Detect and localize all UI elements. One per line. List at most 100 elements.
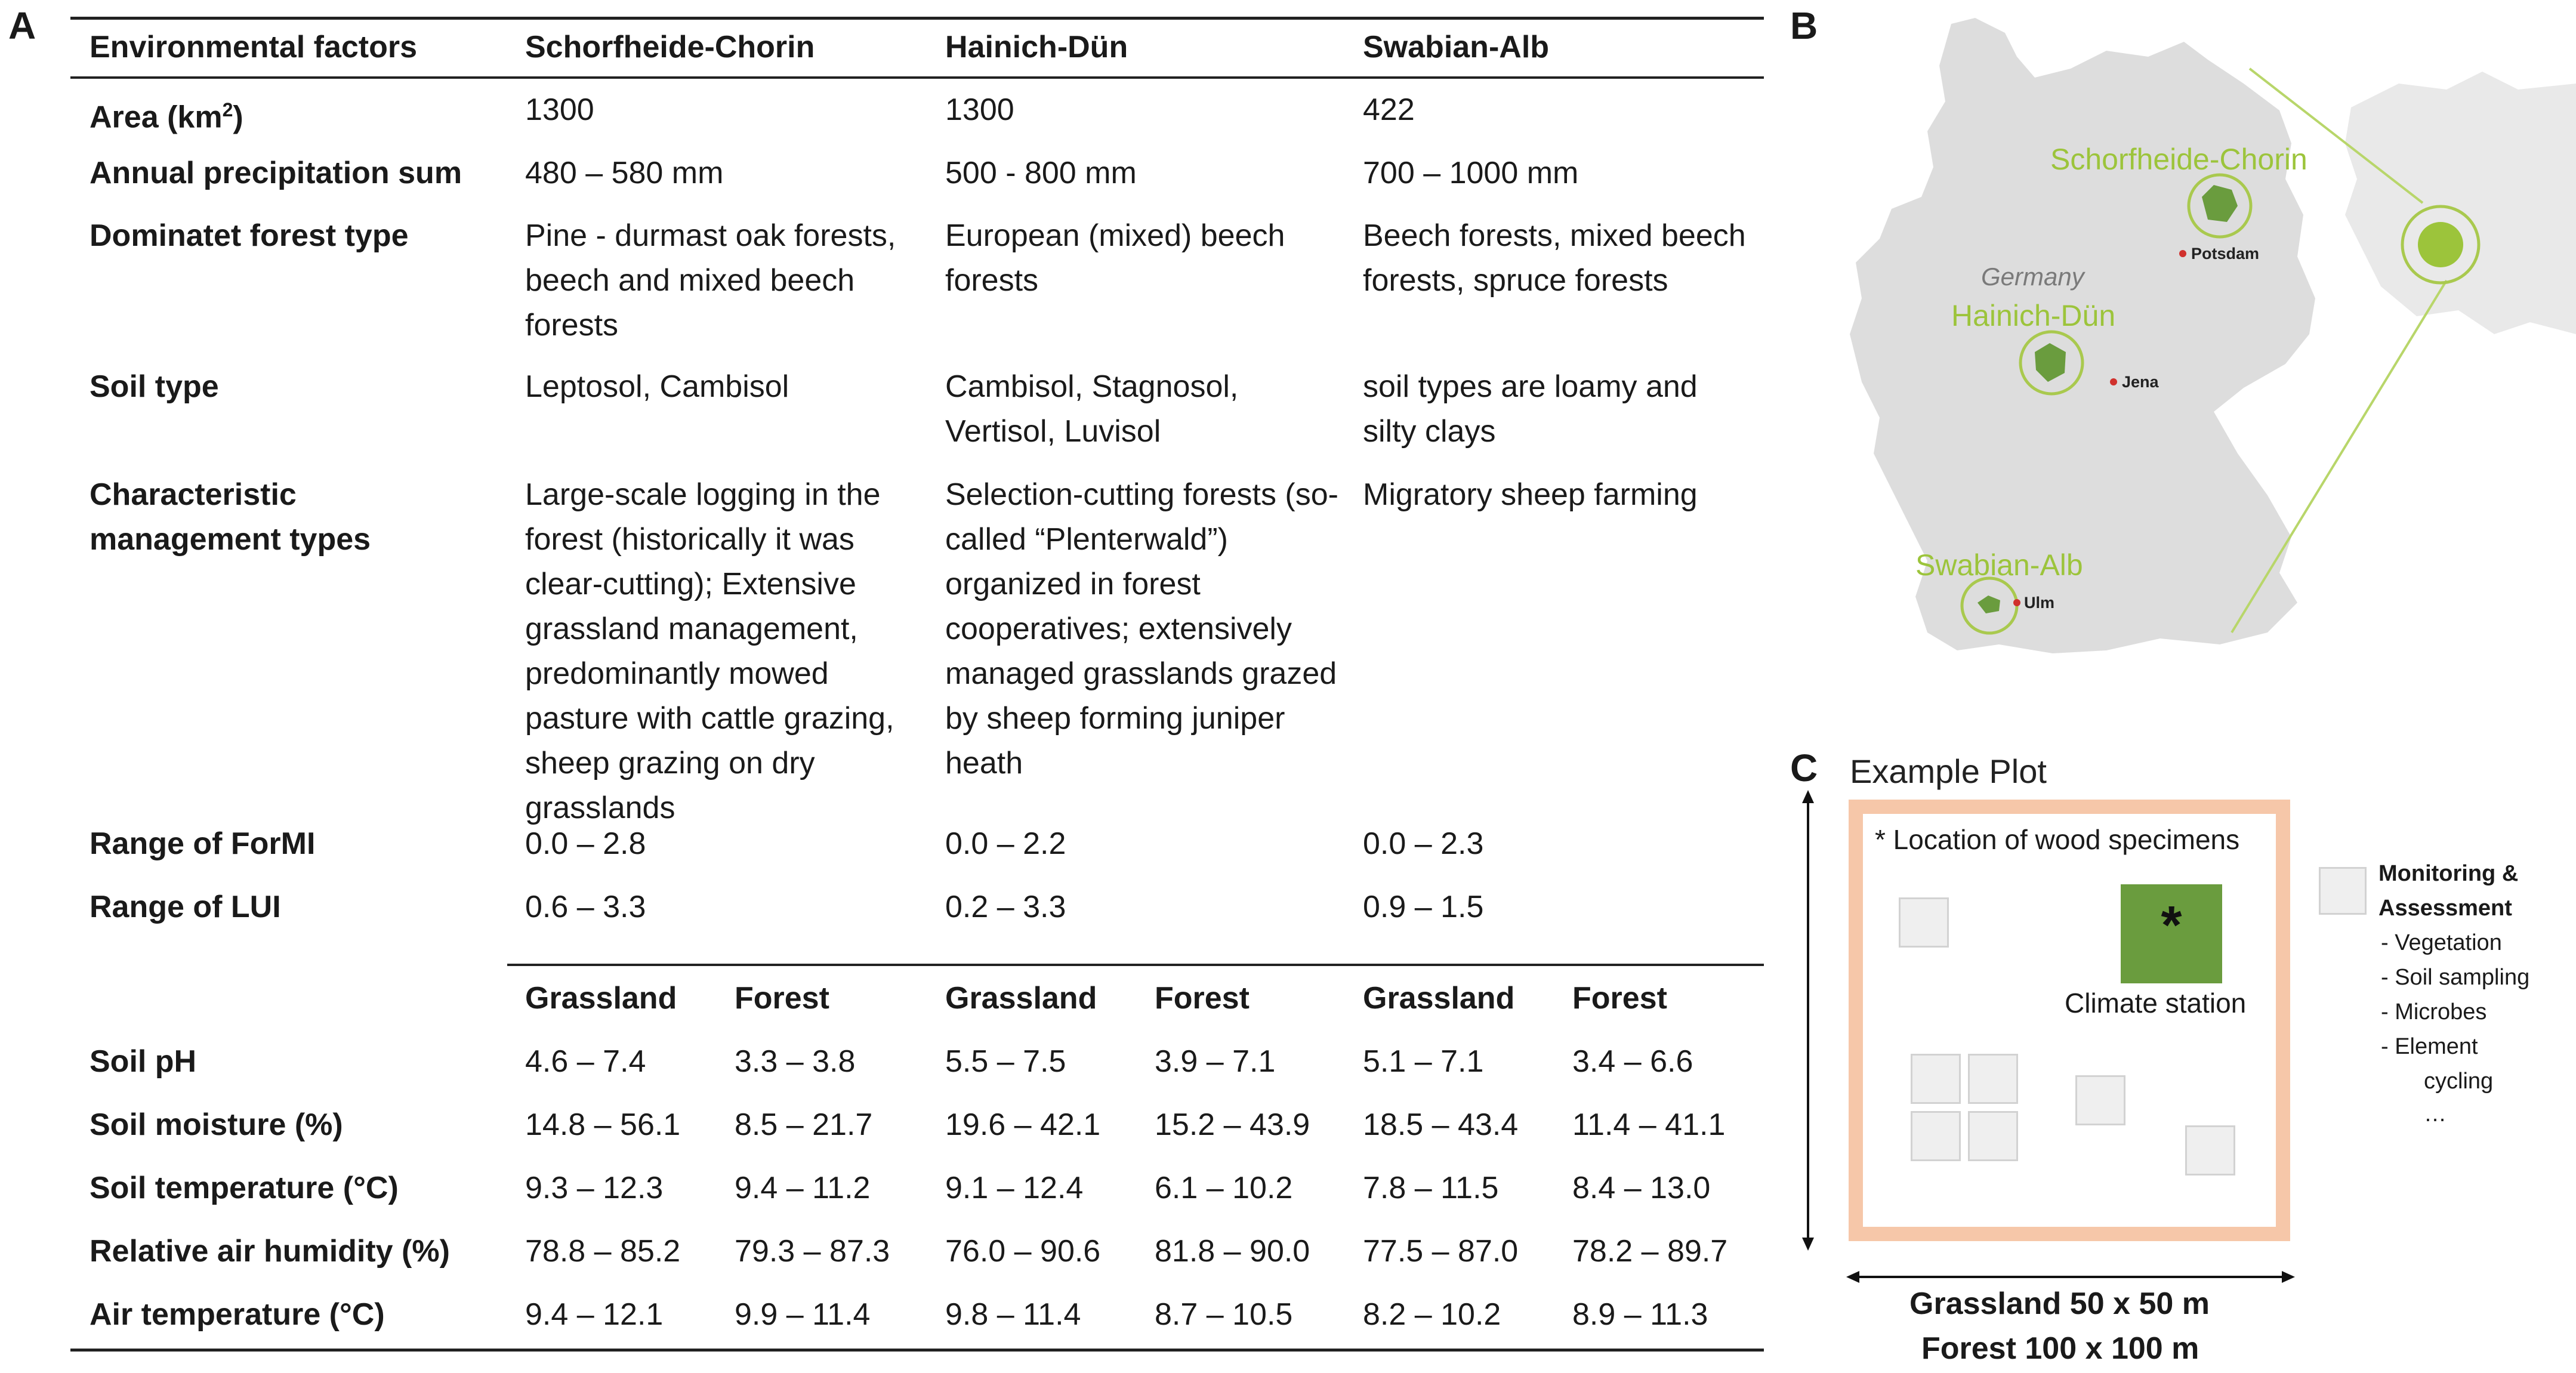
table-bottom-rule: [70, 1349, 1764, 1352]
table-cell: 9.1 – 12.4: [945, 1171, 1084, 1205]
row-label-air-humidity: Relative air humidity (%): [90, 1234, 450, 1269]
area-value: 1300: [945, 92, 1014, 127]
table-cell: 8.2 – 10.2: [1363, 1297, 1501, 1332]
row-label-soil-ph: Soil pH: [90, 1044, 197, 1079]
panel-b-label: B: [1790, 4, 1818, 47]
legend-item-cycling: cycling: [2424, 1069, 2494, 1094]
legend-item-soil-sampling: - Soil sampling: [2381, 965, 2530, 990]
forest-type-value: European (mixed) beech forests: [945, 218, 1285, 298]
table-cell: 77.5 – 87.0: [1363, 1234, 1519, 1269]
row-label-area: Area (km2): [90, 99, 243, 135]
subheader-rule: [507, 964, 1764, 966]
table-cell: 79.3 – 87.3: [735, 1234, 890, 1269]
example-plot-panel: Example Plot * Location of wood specimen…: [1784, 740, 2576, 1373]
germany-map: [1850, 18, 2576, 653]
legend-item-ellipsis: …: [2424, 1102, 2447, 1127]
table-top-rule: [70, 17, 1764, 20]
site-marker-hainich: [2035, 343, 2066, 382]
climate-station: *: [2121, 884, 2222, 983]
table-cell: 3.3 – 3.8: [735, 1044, 856, 1079]
row-label-lui: Range of LUI: [90, 890, 281, 924]
monitoring-subplot: [1968, 1054, 2018, 1104]
subheader-forest: Forest: [1155, 981, 1250, 1016]
inset-germany-icon: [2418, 222, 2463, 267]
subheader-grassland: Grassland: [525, 981, 677, 1016]
soil-type-value: soil types are loamy and silty clays: [1363, 369, 1698, 449]
row-label-air-temperature: Air temperature (°C): [90, 1297, 385, 1332]
header-hainich-dun: Hainich-Dün: [945, 30, 1128, 64]
table-cell: 78.8 – 85.2: [525, 1234, 681, 1269]
table-cell: 76.0 – 90.6: [945, 1234, 1101, 1269]
legend-item-microbes: - Microbes: [2381, 999, 2487, 1025]
plot-border: * Location of wood specimens * Climate s…: [1849, 800, 2290, 1241]
forest-size-label: Forest 100 x 100 m: [1921, 1331, 2199, 1366]
table-cell: 9.3 – 12.3: [525, 1171, 664, 1205]
table-cell: 9.4 – 11.2: [735, 1171, 871, 1205]
area-value: 422: [1363, 92, 1415, 127]
management-value: Migratory sheep farming: [1363, 477, 1698, 512]
connector-line: [2248, 67, 2424, 204]
subheader-forest: Forest: [1572, 981, 1667, 1016]
horizontal-dimension-arrow: [1846, 1271, 2295, 1283]
row-label-forest-type: Dominatet forest type: [90, 218, 409, 253]
table-cell: 3.4 – 6.6: [1572, 1044, 1693, 1079]
table-cell: 14.8 – 56.1: [525, 1107, 681, 1142]
site-label-swabian-alb: Swabian-Alb: [1915, 548, 2083, 582]
monitoring-subplot: [2185, 1125, 2235, 1175]
site-ring: [2019, 330, 2084, 396]
city-dot-ulm: [2013, 599, 2020, 606]
legend-item-element: - Element: [2381, 1034, 2478, 1059]
formi-value: 0.0 – 2.3: [1363, 826, 1484, 861]
table-cell: 19.6 – 42.1: [945, 1107, 1101, 1142]
site-marker-swabian: [1977, 596, 2000, 613]
city-label-potsdam: Potsdam: [2191, 245, 2260, 263]
panel-c-label: C: [1790, 746, 1818, 789]
table-cell: 18.5 – 43.4: [1363, 1107, 1519, 1142]
table-cell: 81.8 – 90.0: [1155, 1234, 1310, 1269]
formi-value: 0.0 – 2.2: [945, 826, 1066, 861]
germany-map-panel: Schorfheide-Chorin Germany Hainich-Dün S…: [1826, 0, 2576, 704]
precip-value: 700 – 1000 mm: [1363, 156, 1579, 190]
table-cell: 78.2 – 89.7: [1572, 1234, 1728, 1269]
site-ring: [2187, 173, 2253, 239]
lui-value: 0.9 – 1.5: [1363, 890, 1484, 924]
monitoring-subplot: [1968, 1111, 2018, 1161]
subheader-grassland: Grassland: [945, 981, 1097, 1016]
city-label-jena: Jena: [2122, 373, 2159, 391]
connector-line: [2231, 279, 2448, 634]
monitoring-subplot: [2075, 1075, 2125, 1125]
management-value: Large-scale logging in the forest (histo…: [525, 477, 894, 825]
country-label-germany: Germany: [1981, 263, 2084, 291]
city-label-ulm: Ulm: [2024, 594, 2055, 612]
table-cell: 5.5 – 7.5: [945, 1044, 1066, 1079]
table-cell: 8.9 – 11.3: [1572, 1297, 1708, 1332]
header-swabian-alb: Swabian-Alb: [1363, 30, 1550, 64]
vertical-dimension-arrow: [1802, 790, 1814, 1251]
table-cell: 5.1 – 7.1: [1363, 1044, 1484, 1079]
soil-type-value: Leptosol, Cambisol: [525, 369, 789, 404]
table-cell: 3.9 – 7.1: [1155, 1044, 1276, 1079]
wood-specimen-marker: *: [2161, 896, 2182, 955]
europe-inset-shape: [2345, 72, 2576, 334]
formi-value: 0.0 – 2.8: [525, 826, 646, 861]
row-label-formi: Range of ForMI: [90, 826, 316, 861]
header-environmental-factors: Environmental factors: [90, 30, 418, 64]
lui-value: 0.6 – 3.3: [525, 890, 646, 924]
monitoring-subplot: [1911, 1054, 1961, 1104]
site-marker-schorfheide: [2202, 185, 2238, 222]
subheader-forest: Forest: [735, 981, 829, 1016]
row-label-soil-moisture: Soil moisture (%): [90, 1107, 343, 1142]
table-cell: 8.7 – 10.5: [1155, 1297, 1293, 1332]
example-plot-title: Example Plot: [1850, 752, 2047, 790]
lui-value: 0.2 – 3.3: [945, 890, 1066, 924]
table-cell: 11.4 – 41.1: [1572, 1107, 1726, 1142]
table-cell: 4.6 – 7.4: [525, 1044, 646, 1079]
wood-specimen-note: * Location of wood specimens: [1875, 824, 2240, 855]
area-value: 1300: [525, 92, 594, 127]
table-cell: 8.4 – 13.0: [1572, 1171, 1711, 1205]
plot-area: * Location of wood specimens * Climate s…: [1863, 814, 2276, 1227]
germany-shape: [1850, 18, 2315, 653]
table-cell: 9.8 – 11.4: [945, 1297, 1081, 1332]
inset-ring: [2401, 205, 2481, 285]
city-dot-jena: [2110, 378, 2117, 385]
